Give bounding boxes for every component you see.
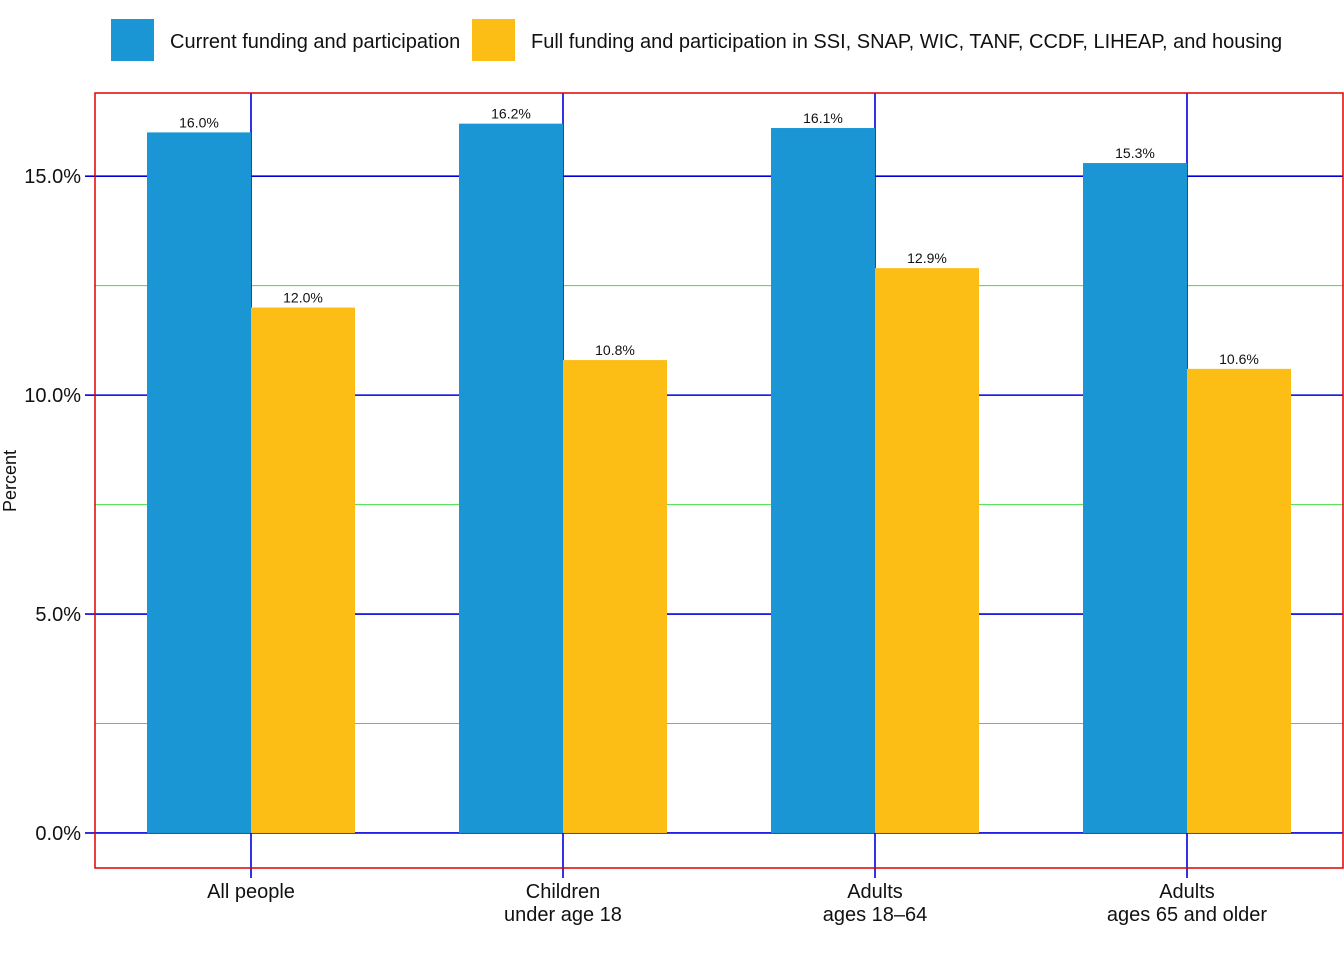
bar-series-1 [771,128,875,833]
y-tick-label: 5.0% [35,604,81,626]
bar-value-label: 16.2% [491,106,531,122]
bar-series-2 [563,360,667,833]
bar-value-label: 12.9% [907,250,947,266]
y-axis: 0.0% 5.0% 10.0% 15.0% [24,166,95,845]
legend-swatch [472,19,515,61]
bar-series-2 [875,268,979,833]
y-tick-label: 15.0% [24,166,81,188]
x-category-label: All people [207,881,295,903]
bar-value-label: 10.6% [1219,351,1259,367]
y-tick-label: 10.0% [24,385,81,407]
bar-value-label: 16.1% [803,110,843,126]
y-axis-title: Percent [0,450,20,512]
plot-panel-border [94,92,1344,869]
bar-series-1 [147,132,251,833]
legend-label: Full funding and participation in SSI, S… [531,31,1282,53]
legend-swatch [111,19,154,61]
bar-value-label: 12.0% [283,290,323,306]
bar-series-2 [251,307,355,833]
bar-series-1 [459,123,563,833]
x-category-label: Children under age 18 [504,881,622,926]
x-category-label: Adults ages 65 and older [1107,881,1267,926]
bar-value-label: 16.0% [179,114,219,130]
legend-label: Current funding and participation [170,31,460,53]
bar-value-labels: 16.0% 16.2% 16.1% 15.3% 12.0% 10.8% 12.9% 10.6% [179,106,1259,367]
bar-value-label: 15.3% [1115,145,1155,161]
x-category-label: Adults ages 18–64 [823,881,928,926]
legend: Current funding and participation Full fu… [111,19,1282,61]
x-axis: All people Children under age 18 Adults ages… [207,868,1267,926]
bar-value-label: 10.8% [595,342,635,358]
vertical-gridlines [250,93,1188,868]
bar-series-2 [1187,368,1291,833]
bars [147,123,1291,833]
y-tick-label: 0.0% [35,823,81,845]
bar-series-1 [1083,163,1187,833]
